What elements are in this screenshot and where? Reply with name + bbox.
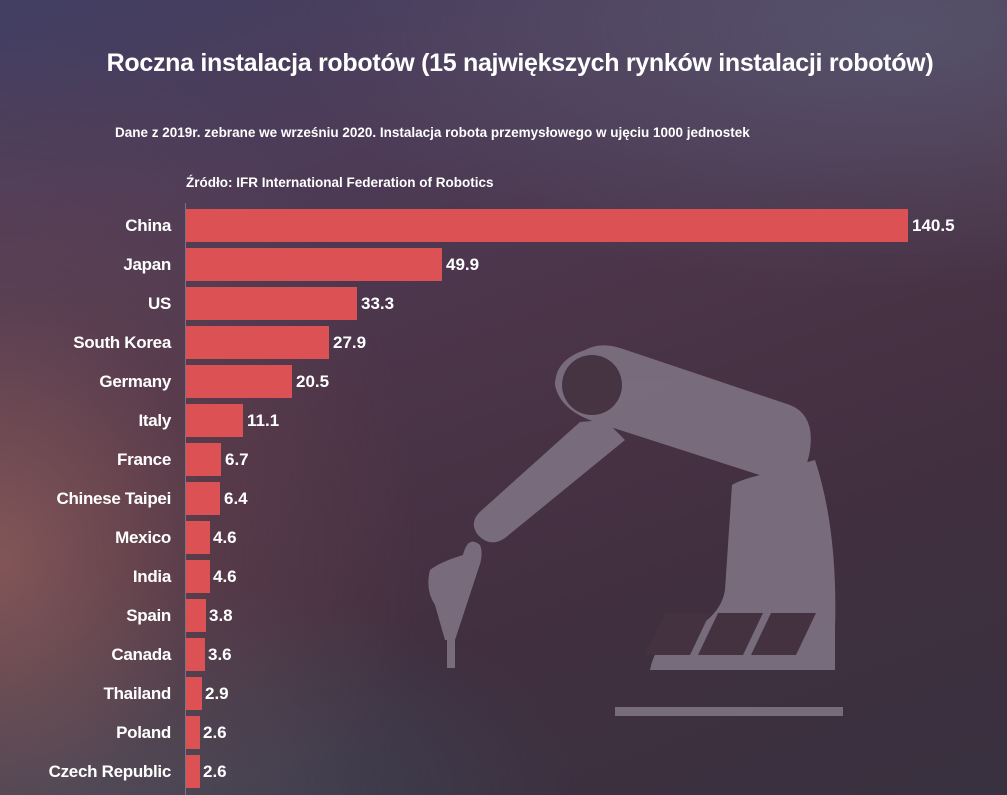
bar-row-spain: Spain 3.8 <box>0 599 1007 632</box>
bar-row-india: India 4.6 <box>0 560 1007 593</box>
bar <box>186 677 202 710</box>
bar <box>186 404 243 437</box>
bar-row-france: France 6.7 <box>0 443 1007 476</box>
chart-title: Roczna instalacja robotów (15 największy… <box>106 49 934 77</box>
bar-value: 4.6 <box>213 567 237 586</box>
bar-label: Spain <box>126 606 171 625</box>
bar-value: 27.9 <box>333 333 367 352</box>
bar-row-czech-republic: Czech Republic 2.6 <box>0 755 1007 788</box>
bar-label: France <box>117 450 171 469</box>
bar <box>186 755 200 788</box>
bar-label: US <box>147 294 171 313</box>
bar-label: Germany <box>99 372 171 391</box>
bar-label: Czech Republic <box>48 762 172 781</box>
bar-row-poland: Poland 2.6 <box>0 716 1007 749</box>
bar <box>186 521 210 554</box>
bar-value: 2.9 <box>205 684 229 703</box>
chart-subtitle: Dane z 2019r. zebrane we wrześniu 2020. … <box>115 125 750 140</box>
industrial-robot-arm-icon <box>428 345 843 716</box>
bar-label: Canada <box>111 645 171 664</box>
bar-value: 33.3 <box>361 294 395 313</box>
bar <box>186 248 442 281</box>
bar-value: 3.6 <box>208 645 232 664</box>
bar-label: Japan <box>123 255 171 274</box>
bar <box>186 443 221 476</box>
bar-label: India <box>132 567 171 586</box>
bar-value: 140.5 <box>912 216 955 235</box>
bar-row-thailand: Thailand 2.9 <box>0 677 1007 710</box>
bar <box>186 560 210 593</box>
bar-row-japan: Japan 49.9 <box>0 248 1007 281</box>
bar <box>186 482 220 515</box>
bar-row-italy: Italy 11.1 <box>0 404 1007 437</box>
bar-label: Chinese Taipei <box>56 489 171 508</box>
bar-value: 6.7 <box>225 450 249 469</box>
bar <box>186 365 292 398</box>
bar-row-germany: Germany 20.5 <box>0 365 1007 398</box>
bar-label: China <box>125 216 171 235</box>
bar <box>186 716 200 749</box>
bar <box>186 326 329 359</box>
bar <box>186 209 908 242</box>
bar-label: South Korea <box>73 333 171 352</box>
chart-source: Źródło: IFR International Federation of … <box>186 175 494 190</box>
bar-label: Italy <box>138 411 171 430</box>
bar-row-chinese-taipei: Chinese Taipei 6.4 <box>0 482 1007 515</box>
bar <box>186 287 357 320</box>
bar-value: 20.5 <box>296 372 330 391</box>
bar-label: Poland <box>116 723 171 742</box>
bar-row-canada: Canada 3.6 <box>0 638 1007 671</box>
y-axis-line <box>185 203 186 795</box>
bar-value: 6.4 <box>224 489 248 508</box>
bar-row-mexico: Mexico 4.6 <box>0 521 1007 554</box>
bar-value: 3.8 <box>209 606 233 625</box>
bar-value: 49.9 <box>446 255 480 274</box>
bar-label: Mexico <box>115 528 171 547</box>
bar <box>186 599 206 632</box>
bar-row-china: China 140.5 <box>0 209 1007 242</box>
bar <box>186 638 205 671</box>
bar-value: 2.6 <box>203 762 227 781</box>
bar-label: Thailand <box>103 684 172 703</box>
bar-value: 2.6 <box>203 723 227 742</box>
bar-value: 11.1 <box>247 411 280 430</box>
bar-value: 4.6 <box>213 528 237 547</box>
bar-row-south-korea: South Korea 27.9 <box>0 326 1007 359</box>
bar-row-us: US 33.3 <box>0 287 1007 320</box>
